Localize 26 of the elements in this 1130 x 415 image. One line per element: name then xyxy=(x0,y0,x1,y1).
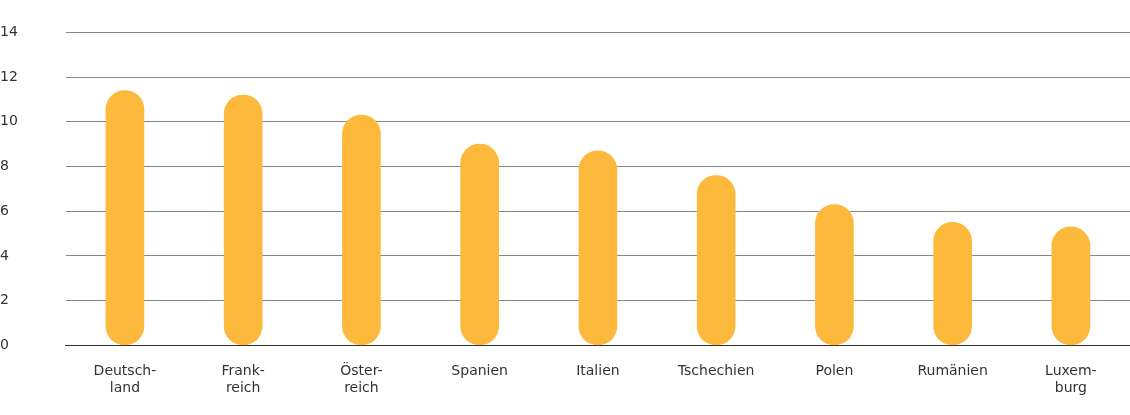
y-tick-label: 0 xyxy=(0,336,9,353)
bar xyxy=(105,90,145,346)
y-tick-label: 8 xyxy=(0,157,9,174)
x-tick-label: Tschechien xyxy=(676,362,755,379)
x-tick-label: Italien xyxy=(576,362,620,379)
x-tick-label: Frank- reich xyxy=(221,362,265,396)
bar xyxy=(460,143,499,346)
x-tick-label: Deutsch- land xyxy=(93,362,157,396)
y-tick-label: 10 xyxy=(0,112,18,129)
bar xyxy=(815,204,854,346)
y-tick-label: 14 xyxy=(0,23,18,40)
bar xyxy=(1051,226,1091,346)
bar xyxy=(578,150,618,346)
bar xyxy=(933,222,972,346)
x-tick-label: Luxem- burg xyxy=(1045,362,1097,396)
x-tick-label: Rumänien xyxy=(917,362,988,379)
bar xyxy=(342,114,381,346)
bar xyxy=(223,94,263,346)
y-tick-label: 4 xyxy=(0,246,9,263)
y-tick-label: 2 xyxy=(0,291,9,308)
x-tick-label: Polen xyxy=(815,362,854,379)
x-tick-label: Spanien xyxy=(451,362,508,379)
x-tick-label: Öster- reich xyxy=(340,361,383,396)
y-tick-label: 12 xyxy=(0,67,18,84)
bar xyxy=(696,175,736,346)
y-tick-label: 6 xyxy=(0,201,9,218)
